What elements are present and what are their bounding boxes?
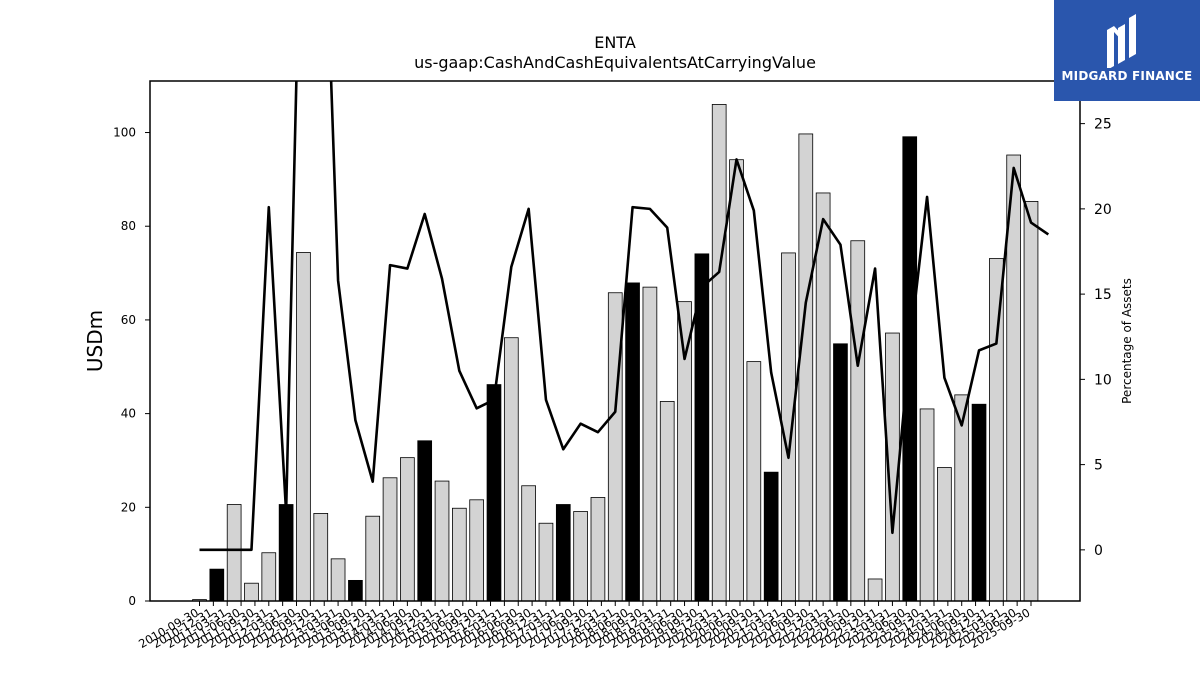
bar bbox=[798, 133, 814, 602]
bar bbox=[729, 159, 744, 602]
bar bbox=[209, 568, 225, 602]
brand-logo: MIDGARD FINANCE bbox=[1054, 0, 1200, 101]
brand-name: MIDGARD FINANCE bbox=[1061, 69, 1193, 83]
bar bbox=[937, 467, 952, 602]
bar-series bbox=[192, 104, 1039, 602]
y2-tick-label: 0 bbox=[1094, 543, 1103, 559]
y2-tick-label: 10 bbox=[1094, 372, 1112, 388]
bar bbox=[452, 507, 467, 602]
bar bbox=[469, 499, 484, 602]
y-tick-label: 40 bbox=[121, 407, 136, 421]
bar bbox=[971, 403, 987, 602]
bar bbox=[677, 301, 692, 602]
bar bbox=[850, 240, 866, 602]
bar bbox=[400, 457, 415, 602]
bar bbox=[607, 292, 623, 602]
bar bbox=[746, 361, 762, 602]
bar bbox=[365, 515, 381, 602]
y-tick-label: 60 bbox=[121, 313, 136, 327]
bar bbox=[330, 558, 346, 602]
bar bbox=[313, 513, 329, 602]
y-tick-label: 0 bbox=[128, 594, 136, 608]
line-series bbox=[199, 81, 1050, 552]
bar bbox=[1023, 200, 1039, 602]
y2-tick-label: 5 bbox=[1094, 458, 1103, 474]
bar bbox=[625, 282, 640, 602]
logo-mark-icon bbox=[1107, 14, 1136, 68]
y-axis-left: 0 20 40 60 80 100 bbox=[113, 126, 150, 608]
chart-subtitle: us-gaap:CashAndCashEquivalentsAtCarrying… bbox=[414, 53, 816, 72]
y2-tick-label: 15 bbox=[1094, 287, 1112, 303]
x-axis: 2010-09-302010-12-312011-03-312011-06-30… bbox=[136, 601, 1033, 651]
bar bbox=[348, 579, 363, 602]
bar bbox=[867, 578, 883, 602]
bar bbox=[659, 401, 675, 602]
y-tick-label: 80 bbox=[121, 219, 136, 233]
bar bbox=[711, 104, 727, 602]
bar bbox=[763, 471, 779, 602]
bar bbox=[573, 511, 588, 602]
y-axis-right: 0 5 10 15 20 25 bbox=[1080, 117, 1112, 559]
bar bbox=[902, 136, 918, 602]
bar bbox=[815, 192, 831, 602]
bar bbox=[226, 504, 242, 602]
y-tick-label: 100 bbox=[113, 126, 136, 140]
bar bbox=[538, 522, 554, 602]
bar bbox=[296, 252, 311, 602]
y2-tick-label: 25 bbox=[1094, 117, 1112, 133]
bar bbox=[590, 497, 606, 602]
bar bbox=[417, 440, 433, 602]
bar bbox=[434, 480, 450, 602]
bar bbox=[833, 343, 848, 602]
y2-axis-label: Percentage of Assets bbox=[1120, 278, 1134, 404]
y2-tick-label: 20 bbox=[1094, 202, 1112, 218]
bar bbox=[261, 552, 277, 602]
y-axis-label: USDm bbox=[83, 310, 107, 372]
bar bbox=[781, 252, 796, 602]
bar bbox=[278, 504, 294, 602]
percentage-line bbox=[199, 81, 1050, 552]
bar bbox=[989, 258, 1004, 602]
chart-title: ENTA bbox=[594, 33, 636, 52]
y-tick-label: 20 bbox=[121, 500, 136, 514]
bar bbox=[919, 408, 935, 602]
bar bbox=[382, 477, 398, 602]
bar bbox=[642, 286, 658, 602]
bar bbox=[521, 485, 536, 602]
bar bbox=[503, 337, 519, 602]
bar bbox=[244, 582, 259, 602]
bar bbox=[486, 384, 502, 602]
bar bbox=[555, 504, 571, 602]
